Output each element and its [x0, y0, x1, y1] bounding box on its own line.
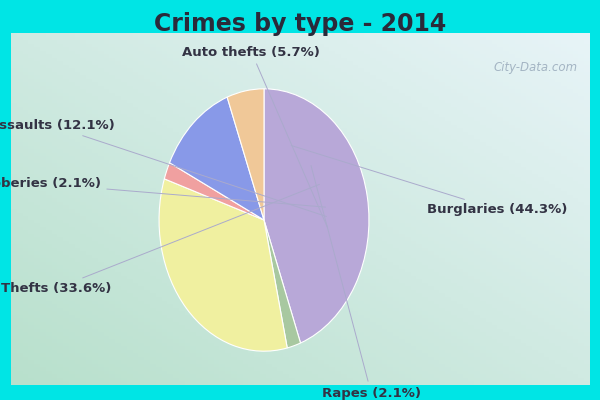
Text: Assaults (12.1%): Assaults (12.1%) [0, 119, 326, 216]
Wedge shape [264, 89, 369, 343]
Wedge shape [159, 179, 287, 351]
Text: City-Data.com: City-Data.com [494, 61, 578, 74]
Wedge shape [227, 89, 264, 220]
Text: Auto thefts (5.7%): Auto thefts (5.7%) [182, 46, 328, 228]
Wedge shape [170, 97, 264, 220]
Text: Thefts (33.6%): Thefts (33.6%) [1, 184, 320, 295]
Text: Burglaries (44.3%): Burglaries (44.3%) [291, 146, 567, 216]
Wedge shape [164, 163, 264, 220]
Text: Robberies (2.1%): Robberies (2.1%) [0, 177, 326, 207]
Text: Rapes (2.1%): Rapes (2.1%) [311, 166, 421, 400]
Wedge shape [264, 220, 301, 348]
Text: Crimes by type - 2014: Crimes by type - 2014 [154, 12, 446, 36]
